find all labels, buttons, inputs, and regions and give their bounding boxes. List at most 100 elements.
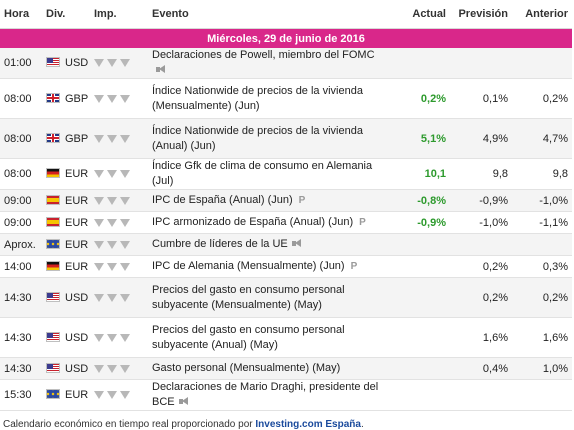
event-importance — [90, 379, 148, 411]
flag-us-icon — [46, 331, 60, 342]
bull-icon — [107, 59, 117, 68]
preliminary-icon: P — [359, 217, 366, 228]
event-name[interactable]: IPC armonizado de España (Anual) (Jun) P — [148, 211, 390, 234]
event-importance — [90, 78, 148, 119]
col-header-hora: Hora — [0, 0, 42, 29]
event-forecast: 1,6% — [450, 317, 512, 358]
event-importance — [90, 357, 148, 380]
event-previous: 9,8 — [512, 158, 572, 190]
event-currency: USD — [42, 48, 90, 79]
event-name-text: Índice Gfk de clima de consumo en Aleman… — [152, 160, 373, 187]
event-name[interactable]: Índice Nationwide de precios de la vivie… — [148, 118, 390, 159]
event-forecast: 0,2% — [450, 277, 512, 318]
event-name[interactable]: Precios del gasto en consumo personal su… — [148, 277, 390, 318]
currency-code: USD — [65, 362, 89, 375]
currency-code: EUR — [65, 260, 89, 273]
event-currency: EUR — [42, 211, 90, 234]
table-row[interactable]: Aprox. EUR Cumbre de líderes de la UE — [0, 233, 572, 256]
table-row[interactable]: 01:00 USD Declaraciones de Powell, miembro… — [0, 48, 572, 79]
bull-icon — [120, 391, 130, 400]
event-actual: 0,2% — [390, 78, 450, 119]
bull-icon — [120, 364, 130, 373]
event-name[interactable]: Índice Gfk de clima de consumo en Aleman… — [148, 158, 390, 190]
table-row[interactable]: 08:00 GBP Índice Nationwide de precios de … — [0, 78, 572, 119]
date-row: Miércoles, 29 de junio de 2016 — [0, 28, 572, 48]
bull-icon — [120, 240, 130, 249]
bull-icon — [94, 170, 104, 179]
currency-code: EUR — [65, 389, 89, 401]
event-importance — [90, 277, 148, 318]
event-name[interactable]: Gasto personal (Mensualmente) (May) — [148, 357, 390, 380]
preliminary-icon: P — [298, 195, 306, 206]
table-row[interactable]: 09:00 EUR IPC de España (Anual) (Jun) P -0,8… — [0, 189, 572, 212]
event-currency: EUR — [42, 233, 90, 256]
event-name[interactable]: Precios del gasto en consumo personal su… — [148, 317, 390, 358]
bull-icon — [107, 240, 117, 249]
bull-icon — [107, 134, 117, 143]
table-row[interactable]: 14:30 USD Precios del gasto en consumo per… — [0, 277, 572, 318]
flag-de-icon — [46, 260, 60, 271]
table-row[interactable]: 14:30 USD Gasto personal (Mensualmente) (M… — [0, 357, 572, 380]
event-importance — [90, 189, 148, 212]
table-row[interactable]: 09:00 EUR IPC armonizado de España (Anual)… — [0, 211, 572, 234]
bull-icon — [94, 262, 104, 271]
event-currency: USD — [42, 317, 90, 358]
event-name[interactable]: Declaraciones de Powell, miembro del FOM… — [148, 48, 390, 79]
bull-icon — [120, 218, 130, 227]
table-row[interactable]: 14:30 USD Precios del gasto en consumo per… — [0, 317, 572, 358]
flag-gb-icon — [46, 92, 60, 103]
event-currency: EUR — [42, 255, 90, 278]
bull-icon — [94, 240, 104, 249]
bull-icon — [120, 59, 130, 68]
flag-us-icon — [46, 362, 60, 373]
event-actual: 10,1 — [390, 158, 450, 190]
bull-icon — [120, 196, 130, 205]
table-row[interactable]: 08:00 GBP Índice Nationwide de precios de … — [0, 118, 572, 159]
event-name[interactable]: Índice Nationwide de precios de la vivie… — [148, 78, 390, 119]
bull-icon — [107, 293, 117, 302]
bull-icon — [94, 218, 104, 227]
event-currency: GBP — [42, 118, 90, 159]
event-forecast: 0,1% — [450, 78, 512, 119]
col-header-imp: Imp. — [90, 0, 148, 29]
speech-icon — [178, 397, 191, 406]
table-row[interactable]: 14:00 EUR IPC de Alemania (Mensualmente) (… — [0, 255, 572, 278]
event-actual — [390, 255, 450, 278]
preliminary-icon: P — [350, 261, 358, 272]
event-currency: USD — [42, 277, 90, 318]
event-name-text: Declaraciones de Powell, miembro del FOM… — [152, 49, 375, 61]
event-name[interactable]: Cumbre de líderes de la UE — [148, 233, 390, 256]
event-name[interactable]: IPC de Alemania (Mensualmente) (Jun) P — [148, 255, 390, 278]
currency-code: USD — [65, 57, 89, 69]
event-previous: 1,6% — [512, 317, 572, 358]
bull-icon — [94, 94, 104, 103]
event-name-text: Índice Nationwide de precios de la vivie… — [152, 84, 363, 112]
bull-icon — [107, 333, 117, 342]
investing-link[interactable]: Investing.com España — [255, 419, 361, 430]
event-time: 08:00 — [0, 118, 42, 159]
event-forecast: 0,2% — [450, 255, 512, 278]
event-currency: EUR — [42, 158, 90, 190]
event-importance — [90, 48, 148, 79]
event-actual — [390, 379, 450, 411]
table-row[interactable]: 15:30 EUR Declaraciones de Mario Draghi, p… — [0, 379, 572, 411]
event-importance — [90, 118, 148, 159]
currency-code: GBP — [65, 92, 89, 105]
event-currency: EUR — [42, 379, 90, 411]
bull-icon — [120, 94, 130, 103]
event-name-text: IPC de Alemania (Mensualmente) (Jun) — [152, 260, 345, 272]
bull-icon — [107, 94, 117, 103]
bull-icon — [107, 196, 117, 205]
table-row[interactable]: 08:00 EUR Índice Gfk de clima de consumo e… — [0, 158, 572, 190]
event-forecast — [450, 379, 512, 411]
event-name[interactable]: IPC de España (Anual) (Jun) P — [148, 189, 390, 212]
col-header-prevision: Previsión — [450, 0, 512, 29]
event-time: 14:30 — [0, 357, 42, 380]
event-name[interactable]: Declaraciones de Mario Draghi, president… — [148, 379, 390, 411]
calendar-table: Hora Div. Imp. Evento Actual Previsión A… — [0, 0, 572, 411]
event-forecast — [450, 233, 512, 256]
bull-icon — [120, 262, 130, 271]
event-actual — [390, 317, 450, 358]
event-previous: -1,0% — [512, 189, 572, 212]
